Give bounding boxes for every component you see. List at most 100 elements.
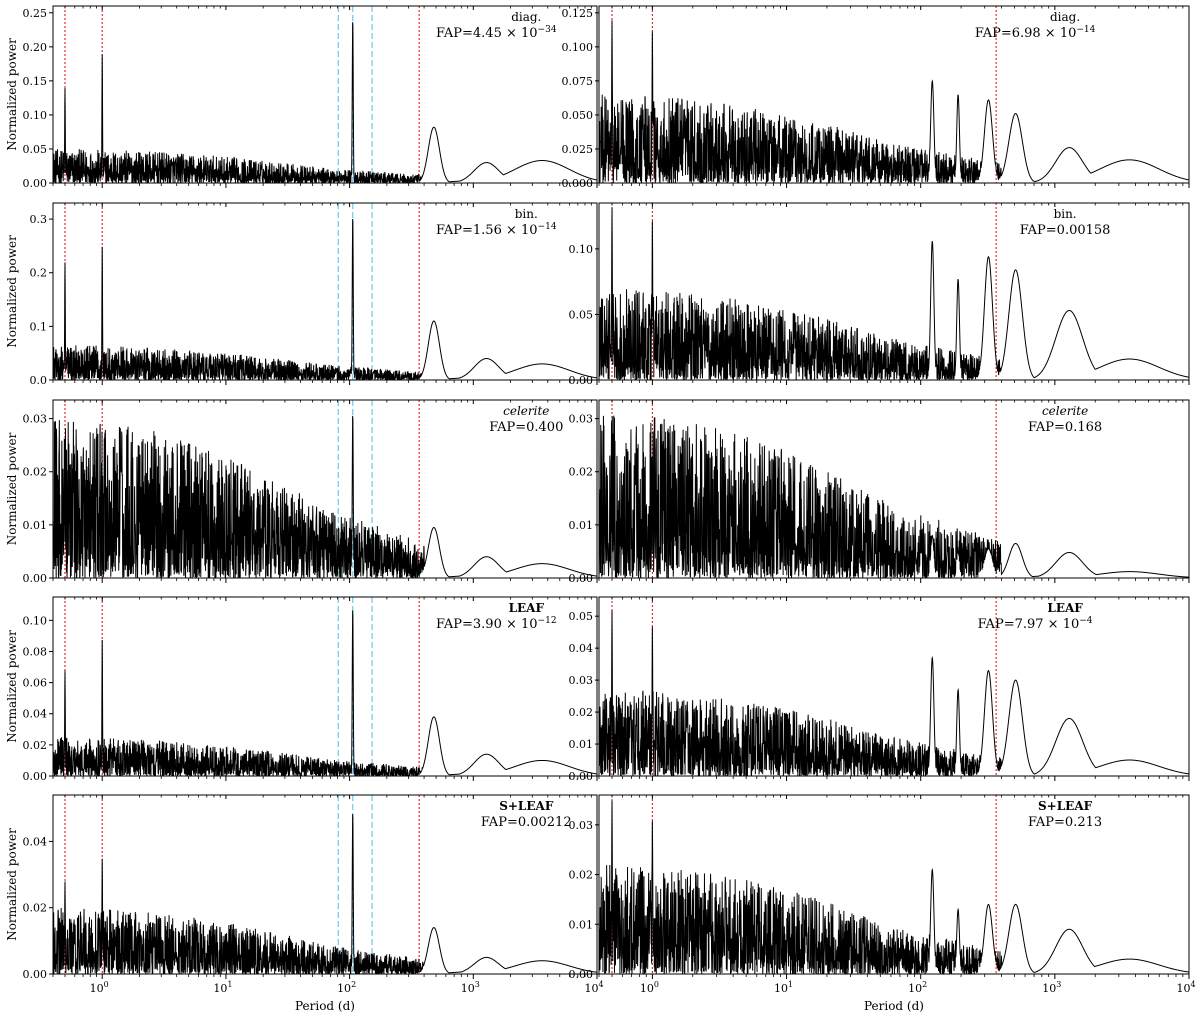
y-tick-label: 0.0 — [30, 374, 48, 387]
axes-frame — [598, 596, 1190, 777]
fap-text: FAP=0.400 — [489, 420, 563, 435]
panel-celerite-left: 0.00 0.01 0.02 0.03 Normalized power celerite… — [5, 399, 598, 585]
y-tick-label: 0.2 — [30, 267, 48, 280]
y-tick-label: 0.10 — [23, 109, 48, 122]
fap-exponent: −14 — [1076, 25, 1095, 35]
y-tick-label: 0.03 — [569, 819, 594, 832]
y-tick-label: 0.25 — [23, 7, 48, 20]
y-tick-label: 0.10 — [569, 243, 594, 256]
axes-frame — [52, 399, 598, 579]
y-tick-label: 0.08 — [23, 645, 48, 658]
panel-celerite-right: 0.00 0.01 0.02 0.03 celerite FAP=0.168 — [569, 399, 1190, 585]
periodogram-line — [53, 22, 597, 183]
fap-exponent: −4 — [1079, 616, 1093, 626]
y-tick-label: 0.00 — [569, 572, 594, 585]
y-axis-title: Normalized power — [5, 38, 19, 151]
fap-text: FAP=1.56 × 10−14 — [436, 222, 557, 238]
y-axis-title: Normalized power — [5, 828, 19, 941]
y-tick-label: 0.1 — [30, 320, 48, 333]
axes-frame — [52, 202, 598, 381]
panel-title: S+LEAF — [499, 799, 554, 813]
x-tick-exponent: 4 — [598, 980, 603, 989]
y-tick-label: 0.02 — [569, 466, 594, 479]
panel-title: celerite — [1042, 404, 1088, 418]
y-tick-label: 0.00 — [569, 770, 594, 783]
axes-frame — [52, 5, 598, 184]
axes-frame — [598, 5, 1190, 184]
y-axis-title: Normalized power — [5, 432, 19, 545]
y-tick-label: 0.01 — [569, 738, 594, 751]
y-tick-label: 0.100 — [562, 41, 594, 54]
periodogram-line — [53, 814, 597, 974]
y-tick-label: 0.15 — [23, 75, 48, 88]
panel-title: celerite — [503, 404, 549, 418]
y-tick-label: 0.04 — [23, 708, 48, 721]
x-tick-exponent: 2 — [922, 980, 927, 989]
panel-leaf-left: 0.00 0.02 0.04 0.06 0.08 0.10 Normalized power… — [5, 596, 598, 783]
y-tick-label: 0.05 — [569, 308, 594, 321]
y-tick-label: 0.01 — [569, 519, 594, 532]
periodogram-line — [599, 610, 1189, 776]
y-tick-label: 0.00 — [23, 968, 48, 981]
x-tick-label: 100 — [90, 980, 109, 995]
x-tick-exponent: 3 — [1056, 980, 1061, 989]
y-tick-label: 0.00 — [23, 770, 48, 783]
fap-text: FAP=0.00158 — [1020, 223, 1111, 238]
y-tick-label: 0.05 — [23, 143, 48, 156]
panel-title: bin. — [1054, 207, 1077, 221]
y-tick-label: 0.02 — [569, 706, 594, 719]
panel-bin-right: 0.00 0.05 0.10 bin. FAP=0.00158 — [569, 202, 1190, 387]
y-tick-label: 0.05 — [569, 610, 594, 623]
y-tick-label: 0.04 — [23, 835, 48, 848]
periodogram-line — [599, 415, 1189, 578]
axes-frame — [52, 794, 598, 975]
fap-text: FAP=4.45 × 10−34 — [436, 25, 557, 41]
y-tick-label: 0.06 — [23, 677, 48, 690]
y-tick-label: 0.01 — [569, 918, 594, 931]
panel-sleaf-right: 100 101 102 103 1040.000.010.020.03S+LEAFFAP… — [569, 794, 1196, 995]
x-tick-label: 102 — [337, 980, 356, 995]
y-tick-label: 0.025 — [562, 143, 594, 156]
y-tick-label: 0.00 — [23, 572, 48, 585]
y-tick-label: 0.01 — [23, 519, 48, 532]
fap-exponent: −14 — [538, 222, 557, 232]
x-tick-label: 102 — [908, 980, 927, 995]
y-tick-label: 0.20 — [23, 41, 48, 54]
panel-title: S+LEAF — [1038, 799, 1093, 813]
y-tick-label: 0.03 — [569, 674, 594, 687]
x-axis-title-left: Period (d) — [295, 999, 355, 1013]
fap-exponent: −34 — [538, 25, 557, 35]
panel-title: diag. — [1050, 10, 1080, 24]
y-tick-label: 0.000 — [562, 177, 594, 190]
axes-frame — [598, 202, 1190, 381]
x-tick-exponent: 1 — [227, 980, 232, 989]
y-tick-label: 0.00 — [23, 177, 48, 190]
y-tick-label: 0.00 — [569, 374, 594, 387]
axes-frame — [598, 399, 1190, 579]
y-tick-label: 0.02 — [569, 869, 594, 882]
fap-text: FAP=0.168 — [1028, 420, 1102, 435]
panel-title: bin. — [515, 207, 538, 221]
fap-text: FAP=0.00212 — [481, 815, 572, 830]
x-axis-title-right: Period (d) — [864, 999, 924, 1013]
y-tick-label: 0.02 — [23, 466, 48, 479]
panel-title: diag. — [511, 10, 541, 24]
y-tick-label: 0.03 — [23, 413, 48, 426]
fap-text: FAP=7.97 × 10−4 — [978, 616, 1093, 632]
panels-group: 0.00 0.05 0.10 0.15 0.20 0.25 Normalized power… — [5, 5, 1196, 995]
x-tick-label: 104 — [1176, 980, 1195, 995]
x-tick-label: 100 — [640, 980, 659, 995]
x-tick-label: 103 — [461, 980, 480, 995]
fap-text: FAP=6.98 × 10−14 — [975, 25, 1096, 41]
periodogram-line — [599, 20, 1189, 183]
x-tick-exponent: 4 — [1190, 980, 1195, 989]
y-tick-label: 0.3 — [30, 213, 48, 226]
fap-text: FAP=3.90 × 10−12 — [436, 616, 557, 632]
axes-frame — [598, 794, 1190, 975]
panel-bin-left: 0.0 0.1 0.2 0.3 Normalized power bin.FAP=1.56… — [5, 202, 598, 387]
fap-text: FAP=0.213 — [1028, 815, 1102, 830]
panel-diag-right: 0.000 0.025 0.050 0.075 0.100 0.125 diag.FAP=6… — [562, 5, 1190, 190]
y-tick-label: 0.125 — [562, 7, 594, 20]
